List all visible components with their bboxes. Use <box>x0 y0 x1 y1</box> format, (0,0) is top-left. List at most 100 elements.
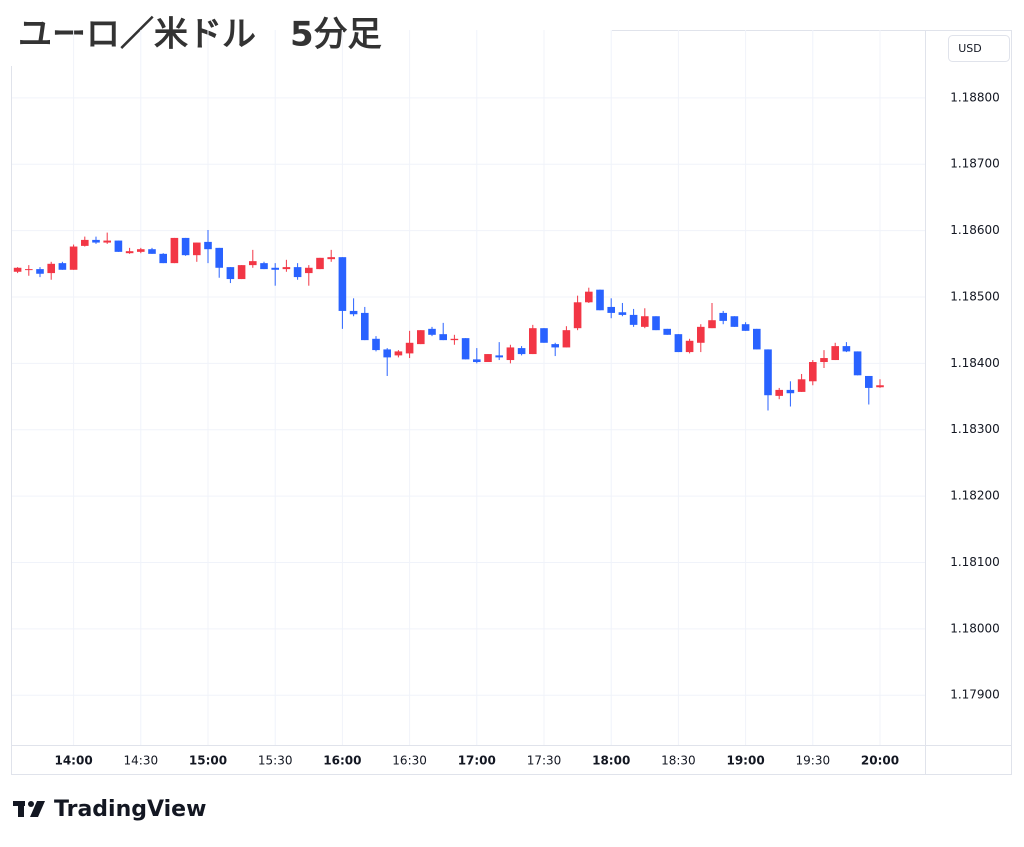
y-tick-label: 1.18100 <box>950 555 1000 569</box>
logo-shape <box>28 801 34 807</box>
x-tick-label: 20:00 <box>861 754 899 768</box>
candle-body <box>562 330 571 348</box>
candle-body <box>103 240 111 243</box>
candle-body <box>842 346 851 352</box>
candle-body <box>596 289 604 311</box>
candle-body <box>316 257 324 270</box>
candle-body <box>809 362 817 382</box>
candle-body <box>708 320 716 329</box>
candle-body <box>81 239 89 246</box>
candle-body <box>652 316 660 331</box>
chart-title: ユーロ／米ドル 5分足 <box>18 15 382 55</box>
candle-body <box>517 348 526 355</box>
title-background <box>0 0 612 66</box>
x-tick-label: 17:00 <box>458 754 496 768</box>
logo-shape <box>18 801 24 817</box>
x-tick-label: 18:30 <box>661 754 696 768</box>
candle-body <box>170 237 179 264</box>
x-tick-label: 14:30 <box>124 754 159 768</box>
x-tick-label: 18:00 <box>592 754 630 768</box>
candle-body <box>260 263 268 270</box>
candle-body <box>271 267 279 270</box>
y-tick-label: 1.18800 <box>950 90 1000 104</box>
candle-body <box>293 267 302 278</box>
candle-body <box>865 375 873 388</box>
candle-body <box>226 267 235 280</box>
candle-body <box>764 349 772 396</box>
candle-body <box>69 246 78 270</box>
candle-body <box>25 269 33 271</box>
candle-body <box>237 265 246 280</box>
x-tick-label: 19:00 <box>726 754 764 768</box>
candle-body <box>674 334 683 353</box>
candle-body <box>159 253 167 264</box>
x-tick-label: 15:30 <box>258 754 293 768</box>
candle-body <box>327 257 335 260</box>
candle-body <box>58 263 67 270</box>
candle-body <box>193 242 201 256</box>
candle-body <box>92 239 100 243</box>
candle-body <box>551 344 559 348</box>
candle-body <box>405 342 414 354</box>
candle-body <box>641 316 649 327</box>
x-tick-label: 19:30 <box>796 754 831 768</box>
candle-body <box>305 267 313 274</box>
candle-body <box>618 312 627 315</box>
y-tick-label: 1.18600 <box>950 223 1000 237</box>
candle-body <box>282 267 291 270</box>
candle-body <box>786 389 795 394</box>
x-tick-label: 14:00 <box>54 754 92 768</box>
candle-body <box>338 257 347 311</box>
candle-body <box>719 312 727 321</box>
candle-body <box>473 359 481 363</box>
candle-body <box>484 354 492 363</box>
grid <box>12 30 925 745</box>
candle-body <box>753 328 761 350</box>
candle-body <box>181 237 190 256</box>
plot-area: 1.17900 1.18000 1.18100 1.18200 1.18300 1.184… <box>12 30 1000 768</box>
y-tick-label: 1.18400 <box>950 356 1000 370</box>
candle-body <box>797 379 806 392</box>
candle-body <box>125 251 134 254</box>
candle-body <box>137 249 145 252</box>
candle-body <box>585 291 593 303</box>
y-tick-label: 1.18700 <box>950 157 1000 171</box>
candle-body <box>13 267 22 272</box>
candle-body <box>775 389 783 396</box>
candle-body <box>697 326 705 343</box>
candle-body <box>215 247 223 268</box>
candle-body <box>148 249 156 254</box>
candle-body <box>573 302 582 329</box>
candle-body <box>730 316 739 327</box>
candle-body <box>204 241 212 250</box>
candle-body <box>349 310 358 315</box>
candle-body <box>114 240 123 252</box>
candle-body <box>249 261 257 266</box>
currency-label[interactable]: USD <box>958 42 982 55</box>
candle-body <box>372 338 380 351</box>
candle-body <box>439 334 447 341</box>
brand-name: TradingView <box>54 797 206 822</box>
x-tick-label: 16:00 <box>323 754 361 768</box>
x-tick-label: 16:30 <box>392 754 427 768</box>
candle-body <box>663 328 671 335</box>
candle-body <box>607 306 615 313</box>
x-tick-label: 17:30 <box>527 754 562 768</box>
candle-body <box>428 328 436 335</box>
candle-body <box>394 351 403 356</box>
logo-shape <box>30 801 45 817</box>
candle-body <box>361 312 369 341</box>
y-tick-label: 1.18500 <box>950 289 1000 303</box>
currency-button[interactable] <box>948 35 1010 62</box>
chart-frame <box>11 30 1012 775</box>
candle-body <box>506 347 515 361</box>
brand-logo <box>13 801 45 817</box>
y-tick-label: 1.17900 <box>950 688 1000 702</box>
candle-body <box>540 328 548 343</box>
candle-body <box>685 340 694 353</box>
candle-body <box>831 346 839 361</box>
candle-body <box>383 349 391 358</box>
candle-body <box>741 324 750 331</box>
